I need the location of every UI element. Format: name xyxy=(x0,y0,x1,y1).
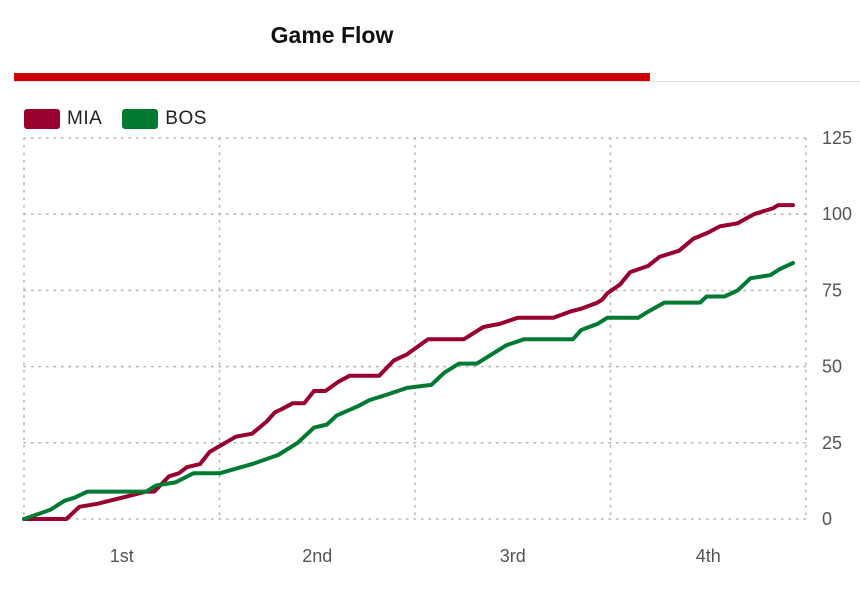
legend-item-mia: MIA xyxy=(24,108,102,130)
legend-swatch-mia xyxy=(24,109,60,129)
x-tick-label: 2nd xyxy=(302,546,332,566)
active-tab-indicator xyxy=(14,73,650,81)
x-tick-label: 4th xyxy=(696,546,721,566)
y-tick-label: 0 xyxy=(822,509,832,529)
legend-swatch-bos xyxy=(122,109,159,129)
y-tick-label: 25 xyxy=(822,433,842,453)
y-tick-label: 75 xyxy=(822,280,842,300)
legend: MIA BOS xyxy=(24,108,227,130)
legend-label-mia: MIA xyxy=(67,108,103,129)
x-tick-label: 3rd xyxy=(500,546,526,566)
legend-label-bos: BOS xyxy=(165,108,207,129)
chart-title: Game Flow xyxy=(270,22,394,48)
y-tick-label: 50 xyxy=(822,357,842,377)
series-line-bos xyxy=(22,261,795,521)
legend-item-bos: BOS xyxy=(122,108,207,130)
x-tick-label: 1st xyxy=(110,546,134,566)
y-tick-label: 100 xyxy=(822,204,852,224)
series-line-mia xyxy=(22,203,795,521)
tab-divider xyxy=(14,81,860,82)
y-tick-label: 125 xyxy=(822,128,852,148)
